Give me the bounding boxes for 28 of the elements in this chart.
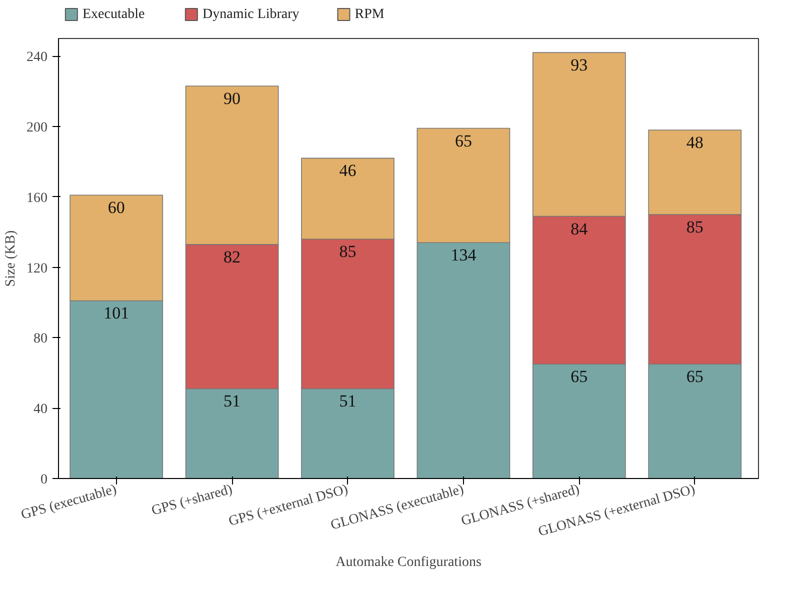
data-label: 60 [108,198,125,218]
y-tick-label: 240 [26,50,48,66]
legend-label: Executable [82,7,145,22]
data-label: 134 [450,246,477,265]
y-tick-label: 200 [26,120,48,136]
data-label: 51 [224,392,241,411]
data-label: 51 [339,392,356,411]
data-label: 82 [224,247,241,266]
legend-label: RPM [354,7,385,22]
data-label: 46 [339,161,356,180]
y-tick-label: 40 [34,402,48,418]
data-label: 65 [570,367,588,386]
data-label: 65 [686,367,704,386]
y-tick-label: 120 [26,261,48,276]
data-label: 65 [454,131,472,150]
x-axis-title: Automake Configurations [336,555,482,570]
y-axis-title: Size (KB) [4,230,18,287]
data-label: 93 [570,56,588,75]
data-label: 90 [224,89,241,108]
data-label: 85 [339,242,356,262]
legend-label: Dynamic Library [202,7,300,22]
y-tick-label: 0 [40,472,48,488]
data-label: 85 [686,218,704,236]
y-tick-label: 80 [34,332,48,347]
data-label: 48 [686,133,704,152]
data-label: 101 [104,304,130,323]
y-tick-label: 160 [26,190,48,206]
data-label: 84 [570,219,588,238]
